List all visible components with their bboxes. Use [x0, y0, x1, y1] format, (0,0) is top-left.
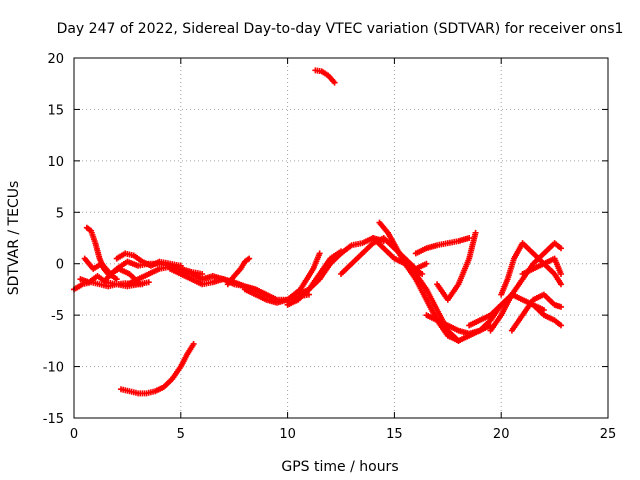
data-point-marker [558, 322, 565, 329]
y-tick-label: 5 [56, 206, 64, 221]
data-point-marker [558, 271, 565, 277]
x-tick-label: 5 [177, 427, 185, 442]
y-tick-label: 0 [56, 258, 64, 273]
x-tick-label: 15 [386, 427, 403, 442]
data-point-marker [316, 250, 323, 257]
y-axis-label: SDTVAR / TECUs [6, 181, 22, 296]
y-tick-label: 15 [47, 103, 64, 118]
y-tick-label: 10 [47, 155, 64, 170]
data-point-marker [113, 276, 120, 283]
data-point-marker [190, 340, 197, 347]
x-tick-label: 25 [600, 427, 617, 442]
series-arc-t [434, 229, 479, 303]
series-arc-h [167, 265, 270, 298]
y-tick-label: -15 [43, 412, 64, 427]
series-arc-i [224, 255, 253, 288]
data-point-marker [246, 255, 253, 262]
series-arc-b [77, 273, 152, 290]
data-series [71, 67, 565, 397]
series-arc-s [423, 312, 494, 337]
series-arc-y [530, 301, 565, 329]
data-point-marker [558, 245, 565, 252]
series-arc-x [508, 291, 565, 334]
data-point-marker [472, 229, 479, 236]
x-axis-label: GPS time / hours [281, 459, 398, 475]
axis-ticks: 0 5 10 15 20 25 -15 -10 -5 0 5 10 15 20 [43, 52, 617, 442]
data-point-marker [331, 79, 338, 86]
series-arc-r [412, 235, 473, 257]
data-point-marker [145, 279, 152, 286]
data-point-marker [558, 281, 565, 288]
plot-frame [73, 57, 609, 419]
grid-lines [74, 58, 608, 418]
series-arc-z [519, 255, 565, 277]
data-point-marker [423, 260, 430, 267]
data-point-marker [199, 271, 206, 277]
data-point-marker [137, 281, 144, 288]
x-tick-label: 10 [279, 427, 296, 442]
series-arc-low [117, 340, 197, 397]
y-tick-label: -5 [51, 309, 64, 324]
x-tick-label: 20 [493, 427, 510, 442]
y-tick-label: 20 [47, 52, 64, 67]
data-point-marker [419, 271, 426, 277]
series-arc-high [312, 67, 338, 86]
data-point-marker [263, 291, 270, 298]
series-arc-k [284, 250, 323, 303]
y-tick-label: -10 [43, 361, 64, 376]
data-point-marker [558, 303, 565, 310]
chart-title: Day 247 of 2022, Sidereal Day-to-day VTE… [57, 21, 624, 37]
x-tick-label: 0 [70, 427, 78, 442]
